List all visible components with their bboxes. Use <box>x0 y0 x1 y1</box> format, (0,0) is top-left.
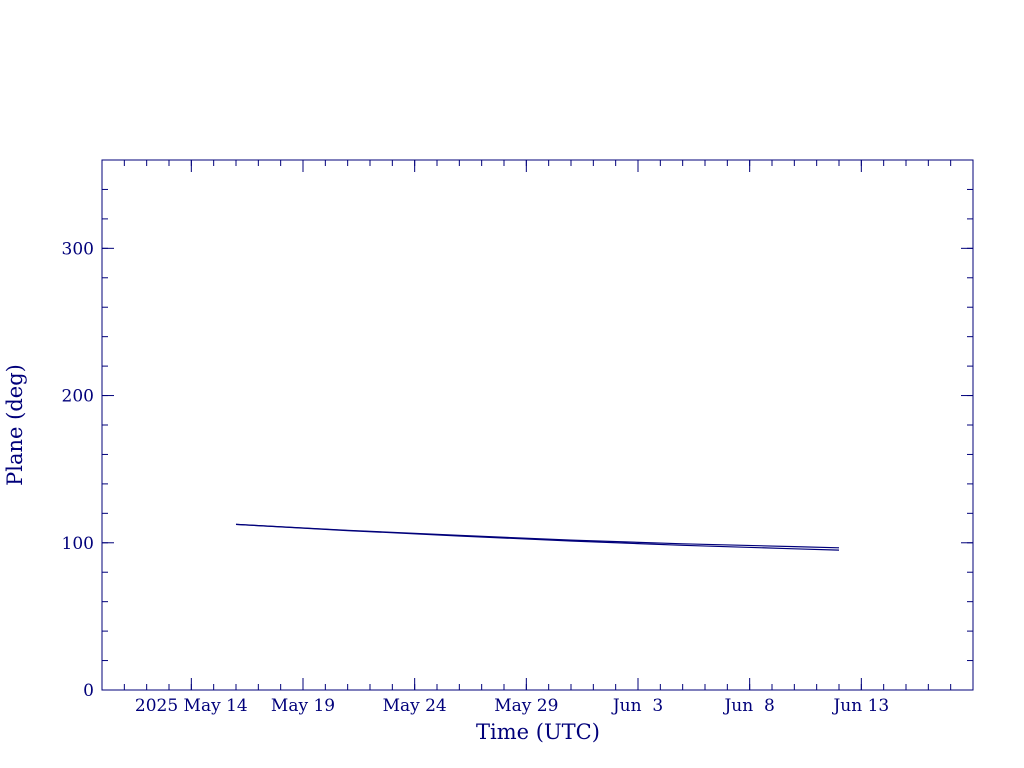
axis-ticks <box>101 159 974 691</box>
x-tick-label: Jun 3 <box>611 696 663 716</box>
series-line-2 <box>235 523 840 551</box>
data-series <box>235 523 840 551</box>
plot-frame <box>101 159 974 691</box>
x-axis-label: Time (UTC) <box>476 720 600 744</box>
y-axis-label: Plane (deg) <box>3 364 27 486</box>
y-tick-label: 300 <box>62 239 94 259</box>
y-tick-label: 0 <box>83 681 94 701</box>
x-tick-label: 2025 May 14 <box>135 696 248 716</box>
x-tick-label: May 24 <box>383 696 447 716</box>
x-tick-label: Jun 8 <box>722 696 774 716</box>
series-line-1 <box>235 523 840 549</box>
x-tick-label: May 19 <box>271 696 335 716</box>
y-tick-label: 100 <box>62 534 94 554</box>
tick-labels: 2025 May 14 May 19 May 24 May 29 Jun 3 Jun 8 J… <box>62 239 890 716</box>
x-tick-label: May 29 <box>494 696 558 716</box>
y-tick-label: 200 <box>62 387 94 407</box>
x-tick-label: Jun 13 <box>831 696 889 716</box>
